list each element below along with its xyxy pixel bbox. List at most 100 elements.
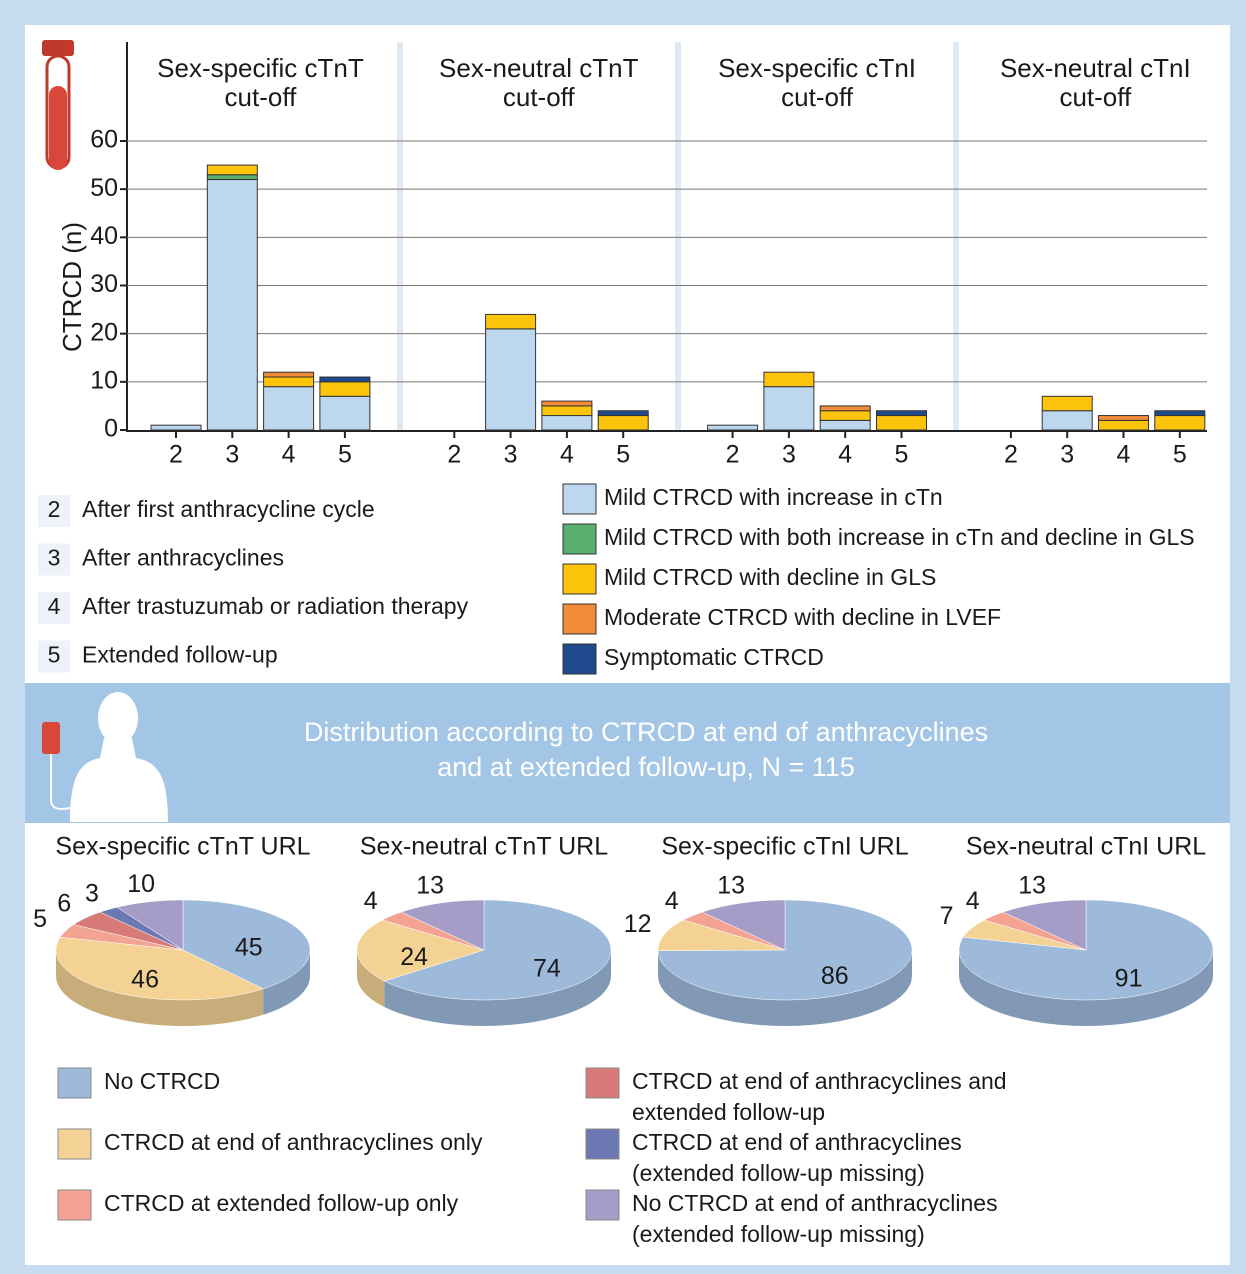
pie-slice	[962, 919, 1087, 951]
pie-value-label: 6	[57, 889, 71, 917]
panel-title: cut-off	[225, 82, 298, 112]
pie-slice	[657, 919, 786, 977]
bar-segment	[319, 395, 371, 431]
legend-swatch	[57, 1189, 92, 1221]
pie-value-label: 4	[966, 887, 980, 915]
bar-segment	[763, 386, 815, 431]
bar-segment	[1098, 415, 1149, 421]
key-number: 4	[48, 593, 61, 619]
key-number: 2	[48, 496, 61, 522]
key-box	[38, 543, 70, 576]
legend-swatch	[57, 1128, 92, 1160]
pie-slice	[55, 936, 264, 1026]
bar-segment	[1154, 415, 1206, 431]
pie-slice-side	[263, 950, 310, 1015]
x-tick-label: 3	[1060, 441, 1074, 469]
pie-slice	[182, 899, 311, 1015]
y-axis-label: CTRCD (n)	[57, 222, 87, 352]
legend-label: Symptomatic CTRCD	[604, 644, 824, 670]
key-box	[38, 495, 70, 527]
pie-value-label: 46	[131, 966, 159, 994]
bar-segment	[819, 419, 871, 431]
pie-value-label: 5	[33, 905, 47, 933]
x-tick-label: 2	[1004, 441, 1018, 469]
bar-segment	[707, 424, 759, 431]
pie-slice-top	[983, 911, 1087, 951]
pie-title: Sex-neutral cTnT URL	[360, 833, 608, 861]
legend-label: No CTRCD	[104, 1068, 220, 1094]
panel-title: cut-off	[781, 82, 854, 112]
x-tick-label: 5	[1173, 441, 1187, 469]
panel-title: cut-off	[1059, 82, 1132, 112]
bar-segment	[876, 410, 927, 417]
legend-label: Mild CTRCD with increase in cTn	[604, 484, 943, 510]
pie-title: Sex-specific cTnT URL	[55, 833, 310, 861]
banner	[25, 683, 1230, 823]
legend-label: CTRCD at end of anthracyclines	[632, 1129, 962, 1155]
x-tick-label: 4	[838, 441, 852, 469]
pie-slice	[72, 911, 184, 951]
panel-title: cut-off	[503, 82, 576, 112]
legend-label: (extended follow-up missing)	[632, 1160, 925, 1186]
pie-slice	[356, 919, 485, 1008]
bar-segment	[263, 371, 315, 378]
pie-title: Sex-specific cTnI URL	[661, 833, 908, 861]
x-tick-label: 3	[782, 441, 796, 469]
bar-segment	[541, 400, 593, 407]
x-tick-label: 4	[560, 441, 574, 469]
x-tick-label: 2	[169, 441, 183, 469]
bar-segment	[485, 328, 537, 431]
pie-value-label: 45	[235, 933, 263, 961]
y-tick-label: 0	[104, 415, 118, 443]
bar-segment	[319, 381, 371, 397]
bar-segment	[206, 164, 258, 176]
pie-value-label: 13	[416, 871, 444, 899]
pie-slice-side	[384, 950, 611, 1026]
pie-value-label: 74	[533, 955, 561, 983]
pie-slice	[657, 899, 913, 1026]
legend-swatch	[585, 1067, 620, 1099]
pie-slice-top	[962, 919, 1087, 951]
panel-title: Sex-specific cTnI	[718, 53, 916, 83]
pie-slice-top	[383, 899, 612, 1001]
legend-label: CTRCD at end of anthracyclines only	[104, 1129, 483, 1155]
pie-slice	[400, 899, 485, 951]
x-tick-label: 5	[616, 441, 630, 469]
pie-slice-side	[56, 950, 264, 1026]
pie-slice	[682, 911, 786, 951]
pie-slice	[983, 911, 1087, 951]
pie-slice-top	[381, 911, 485, 951]
legend-label: extended follow-up	[632, 1099, 825, 1125]
panel-title: Sex-specific cTnT	[157, 53, 364, 83]
y-tick-label: 10	[90, 366, 118, 394]
patient-icon	[42, 692, 168, 822]
pie-slice	[59, 924, 184, 951]
test-tube-icon	[42, 40, 74, 170]
key-number: 5	[48, 642, 61, 668]
pie-slice-top	[400, 899, 485, 951]
bar-segment	[541, 405, 593, 417]
pie-slice-top	[59, 924, 184, 951]
pie-value-label: 24	[400, 943, 428, 971]
pie-slice-top	[72, 911, 184, 951]
bar-segment	[206, 174, 258, 181]
pie-slice	[701, 899, 786, 951]
bar-segment	[319, 376, 371, 383]
bar-segment	[597, 415, 649, 431]
legend-swatch	[585, 1189, 620, 1221]
y-tick-label: 20	[90, 318, 118, 346]
y-tick-label: 60	[90, 126, 118, 154]
pie-value-label: 13	[717, 871, 745, 899]
legend-swatch	[562, 483, 597, 515]
bar-segment	[876, 415, 927, 431]
key-box	[38, 592, 70, 624]
legend-label: No CTRCD at end of anthracyclines	[632, 1190, 998, 1216]
legend-swatch	[57, 1067, 92, 1099]
x-tick-label: 3	[504, 441, 518, 469]
pie-value-label: 3	[85, 879, 99, 907]
key-box	[38, 640, 70, 673]
legend-label: (extended follow-up missing)	[632, 1221, 925, 1247]
pie-value-label: 12	[624, 910, 652, 938]
pie-slice	[1002, 899, 1087, 951]
